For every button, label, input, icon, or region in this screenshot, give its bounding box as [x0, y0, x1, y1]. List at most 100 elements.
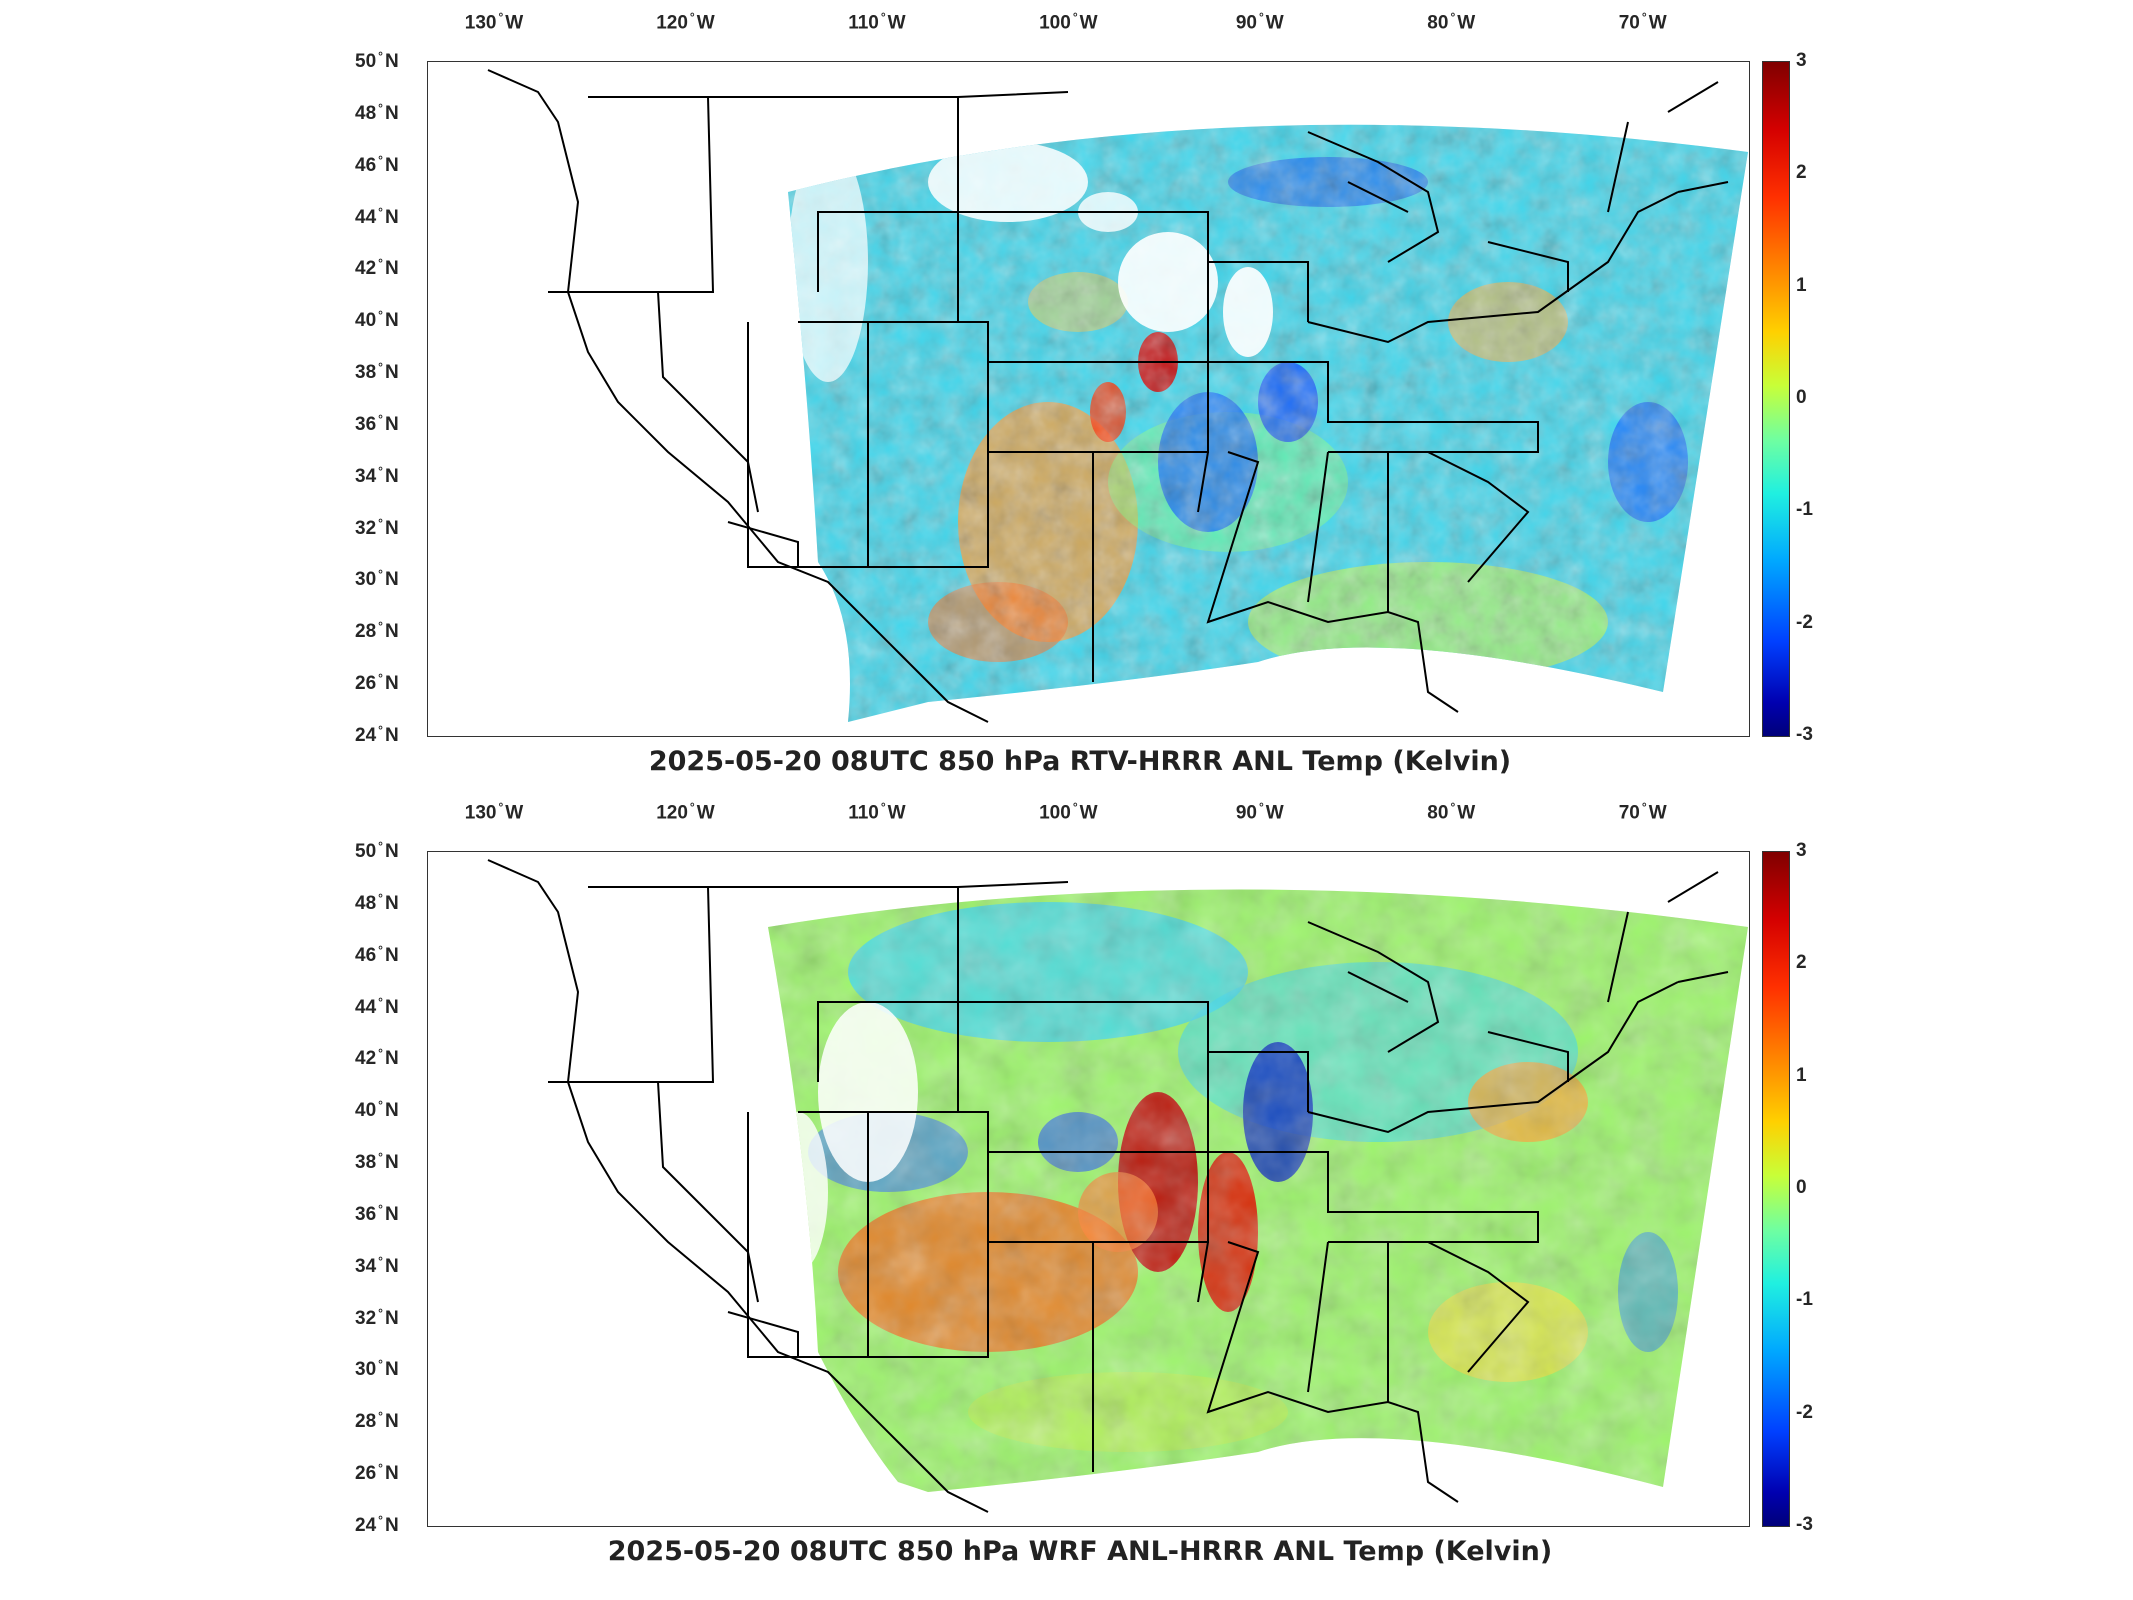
- lon-tick-value: 70: [1618, 12, 1640, 34]
- lat-tick-value: 38: [355, 1152, 377, 1174]
- lon-tick-label: 80 ° W: [1427, 800, 1475, 824]
- degree-symbol: °: [1258, 800, 1264, 814]
- lon-tick-label: 110 ° W: [848, 10, 905, 34]
- lat-tick-label: 38 ° N: [355, 1150, 399, 1174]
- lat-tick-hemisphere: N: [384, 893, 399, 915]
- degree-symbol: °: [378, 1460, 383, 1475]
- lat-tick-hemisphere: N: [384, 414, 399, 436]
- degree-symbol: °: [378, 942, 383, 957]
- lat-tick-hemisphere: N: [384, 1411, 399, 1433]
- lat-tick-value: 32: [355, 517, 377, 539]
- lon-tick-label: 100 ° W: [1039, 800, 1097, 824]
- degree-symbol: °: [378, 722, 383, 737]
- lat-tick-label: 36 ° N: [355, 1202, 399, 1226]
- map-canvas: [487, 859, 1748, 1513]
- lat-tick-hemisphere: N: [384, 310, 399, 332]
- lat-tick-hemisphere: N: [384, 1515, 399, 1537]
- lat-tick-hemisphere: N: [384, 1307, 399, 1329]
- lon-tick-value: 90: [1235, 12, 1257, 34]
- lon-tick-hemisphere: W: [1648, 12, 1667, 34]
- lon-tick-hemisphere: W: [1265, 12, 1284, 34]
- lat-tick-hemisphere: N: [384, 517, 399, 539]
- lat-tick-value: 36: [355, 414, 377, 436]
- map-canvas: [487, 69, 1748, 723]
- lon-tick-label: 100 ° W: [1039, 10, 1097, 34]
- degree-symbol: °: [378, 619, 383, 634]
- anomaly-field-bottom: [768, 889, 1748, 1492]
- lon-tick-value: 120: [656, 802, 688, 824]
- lat-tick-hemisphere: N: [384, 1048, 399, 1070]
- degree-symbol: °: [378, 1098, 383, 1113]
- colorbar-tick-label: -2: [1796, 611, 1813, 633]
- degree-symbol: °: [378, 515, 383, 530]
- lon-tick-value: 110: [848, 802, 879, 824]
- map-frame: [427, 61, 1750, 737]
- lat-tick-label: 24 ° N: [355, 1513, 399, 1537]
- lat-tick-label: 24 ° N: [355, 723, 399, 747]
- degree-symbol: °: [378, 1305, 383, 1320]
- lat-tick-value: 40: [355, 310, 377, 332]
- lat-tick-value: 50: [355, 841, 377, 863]
- lat-tick-label: 34 ° N: [355, 464, 399, 488]
- lat-tick-value: 26: [355, 1463, 377, 1485]
- lat-tick-value: 38: [355, 362, 377, 384]
- degree-symbol: °: [378, 100, 383, 115]
- lat-tick-hemisphere: N: [384, 206, 399, 228]
- degree-symbol: °: [378, 256, 383, 271]
- lat-tick-label: 32 ° N: [355, 1305, 399, 1329]
- colorbar-tick-label: 0: [1796, 1177, 1807, 1198]
- lon-tick-hemisphere: W: [887, 802, 906, 824]
- lon-tick-hemisphere: W: [887, 12, 906, 34]
- lon-tick-hemisphere: W: [696, 12, 715, 34]
- lat-tick-label: 30 ° N: [355, 567, 399, 591]
- colorbar-tick-label: -1: [1796, 499, 1813, 521]
- degree-symbol: °: [498, 800, 504, 814]
- degree-symbol: °: [1450, 800, 1456, 814]
- colorbar-tick-label: 3: [1796, 840, 1807, 861]
- degree-symbol: °: [1072, 10, 1078, 24]
- lat-tick-value: 30: [355, 569, 377, 591]
- lon-tick-label: 80 ° W: [1427, 10, 1475, 34]
- lat-tick-label: 38 ° N: [355, 360, 399, 384]
- lat-tick-hemisphere: N: [384, 621, 399, 643]
- lon-tick-value: 100: [1039, 12, 1071, 34]
- degree-symbol: °: [378, 1201, 383, 1216]
- lat-tick-label: 30 ° N: [355, 1357, 399, 1381]
- lat-tick-label: 50 ° N: [355, 839, 399, 863]
- colorbar-tick-label: 3: [1796, 50, 1807, 71]
- lat-tick-value: 32: [355, 1307, 377, 1329]
- lat-tick-value: 40: [355, 1100, 377, 1122]
- lat-tick-hemisphere: N: [384, 1100, 399, 1122]
- lat-tick-value: 28: [355, 621, 377, 643]
- degree-symbol: °: [378, 1357, 383, 1372]
- lat-tick-hemisphere: N: [384, 51, 399, 73]
- panel-bottom: 130 ° W 120 ° W 110 ° W 100 ° W 90 ° W 80 ° W 70 ° W 50 ° N 48 °…: [0, 790, 2133, 1590]
- lon-tick-value: 90: [1235, 802, 1257, 824]
- lat-tick-hemisphere: N: [384, 1204, 399, 1226]
- lat-tick-label: 48 ° N: [355, 891, 399, 915]
- degree-symbol: °: [378, 890, 383, 905]
- lat-tick-hemisphere: N: [384, 996, 399, 1018]
- lat-tick-hemisphere: N: [384, 841, 399, 863]
- lon-tick-hemisphere: W: [1079, 12, 1098, 34]
- state-borders-top: [487, 69, 1729, 723]
- degree-symbol: °: [378, 463, 383, 478]
- lon-tick-hemisphere: W: [505, 802, 524, 824]
- lon-tick-value: 120: [656, 12, 688, 34]
- colorbar-tick-label: -1: [1796, 1289, 1813, 1311]
- lat-tick-label: 46 ° N: [355, 153, 399, 177]
- lat-tick-hemisphere: N: [384, 1359, 399, 1381]
- anomaly-field-top: [788, 124, 1748, 723]
- degree-symbol: °: [378, 1046, 383, 1061]
- lon-tick-label: 110 ° W: [848, 800, 905, 824]
- lat-tick-value: 34: [355, 465, 377, 487]
- lon-tick-label: 90 ° W: [1236, 10, 1284, 34]
- lat-tick-hemisphere: N: [384, 1463, 399, 1485]
- lon-tick-value: 100: [1039, 802, 1071, 824]
- lat-tick-value: 36: [355, 1204, 377, 1226]
- lat-tick-label: 44 ° N: [355, 204, 399, 228]
- lat-tick-value: 42: [355, 1048, 377, 1070]
- panel-top: 130 ° W 120 ° W 110 ° W 100 ° W 90 ° W 80 ° W 70 ° W 50 ° N 48 °…: [355, 10, 1813, 777]
- lat-tick-value: 48: [355, 893, 377, 915]
